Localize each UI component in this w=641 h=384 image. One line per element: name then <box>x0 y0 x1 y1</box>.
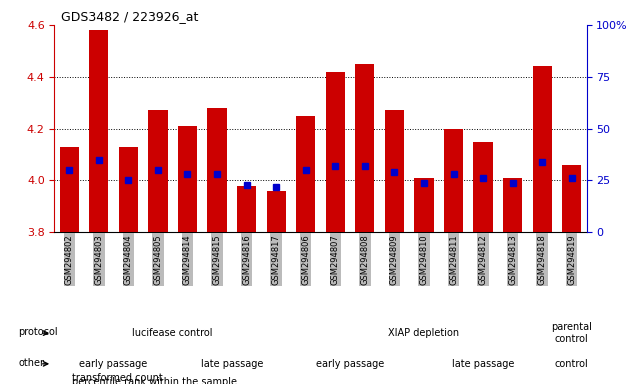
Bar <box>326 71 345 232</box>
Bar <box>237 186 256 232</box>
Bar <box>444 129 463 232</box>
Text: late passage: late passage <box>452 359 514 369</box>
Text: other: other <box>19 358 45 367</box>
Text: transformed count: transformed count <box>72 373 163 383</box>
Text: GSM294808: GSM294808 <box>360 234 369 285</box>
Bar <box>562 165 581 232</box>
Bar <box>148 111 167 232</box>
Bar <box>119 147 138 232</box>
Text: GSM294810: GSM294810 <box>419 234 428 285</box>
Bar <box>267 191 286 232</box>
Text: percentile rank within the sample: percentile rank within the sample <box>72 377 237 384</box>
Bar <box>208 108 227 232</box>
Text: GSM294805: GSM294805 <box>153 234 162 285</box>
Text: XIAP depletion: XIAP depletion <box>388 328 460 338</box>
Bar <box>385 111 404 232</box>
Bar <box>296 116 315 232</box>
Bar <box>355 64 374 232</box>
Bar <box>533 66 552 232</box>
Text: GSM294811: GSM294811 <box>449 234 458 285</box>
Bar <box>503 178 522 232</box>
Text: GSM294813: GSM294813 <box>508 234 517 285</box>
Bar <box>60 147 79 232</box>
Text: protocol: protocol <box>19 327 58 337</box>
Text: GSM294816: GSM294816 <box>242 234 251 285</box>
Bar <box>414 178 433 232</box>
Text: GSM294818: GSM294818 <box>538 234 547 285</box>
Text: GSM294806: GSM294806 <box>301 234 310 285</box>
Text: control: control <box>555 359 588 369</box>
Text: late passage: late passage <box>201 359 263 369</box>
Text: early passage: early passage <box>316 359 384 369</box>
Text: early passage: early passage <box>79 359 147 369</box>
Text: GSM294803: GSM294803 <box>94 234 103 285</box>
Text: lucifease control: lucifease control <box>133 328 213 338</box>
Text: GDS3482 / 223926_at: GDS3482 / 223926_at <box>61 10 198 23</box>
Bar <box>178 126 197 232</box>
Text: GSM294817: GSM294817 <box>272 234 281 285</box>
Text: GSM294814: GSM294814 <box>183 234 192 285</box>
Bar <box>474 142 493 232</box>
Text: GSM294809: GSM294809 <box>390 234 399 285</box>
Text: GSM294812: GSM294812 <box>479 234 488 285</box>
Text: GSM294807: GSM294807 <box>331 234 340 285</box>
Bar <box>89 30 108 232</box>
Text: GSM294815: GSM294815 <box>213 234 222 285</box>
Text: GSM294804: GSM294804 <box>124 234 133 285</box>
Text: GSM294819: GSM294819 <box>567 234 576 285</box>
Text: GSM294802: GSM294802 <box>65 234 74 285</box>
Text: parental
control: parental control <box>551 322 592 344</box>
